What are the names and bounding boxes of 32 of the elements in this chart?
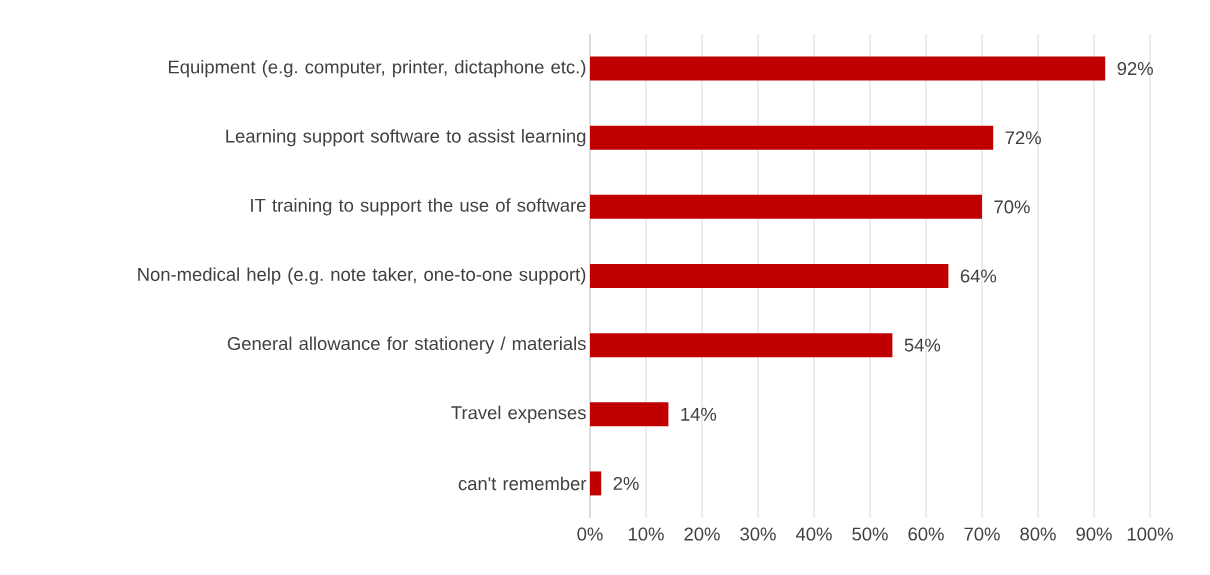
x-tick-label: 20% [684, 527, 720, 541]
y-tick-label: Equipment (e.g. computer, printer, dictaphone etc.) [168, 59, 586, 78]
x-tick-label: 30% [740, 527, 776, 541]
x-tick-label: 70% [964, 527, 1000, 541]
x-tick-label: 0% [577, 527, 603, 541]
x-tick-label: 100% [1127, 527, 1173, 541]
data-label: 2% [613, 476, 639, 490]
x-tick-label: 10% [628, 527, 664, 541]
x-tick-label: 50% [852, 527, 888, 541]
data-label: 92% [1117, 62, 1153, 76]
bar [590, 56, 1106, 81]
bar [590, 333, 893, 358]
y-tick-label: can't remember [458, 476, 587, 491]
x-tick-label: 80% [1020, 527, 1056, 541]
data-label: 70% [994, 200, 1030, 214]
bar [590, 125, 994, 150]
data-label: 64% [960, 269, 997, 283]
bar [590, 402, 669, 427]
y-tick-label: General allowance for stationery / materials [227, 336, 586, 354]
y-tick-label: IT training to support the use of software [251, 198, 586, 216]
y-tick-label: Learning support software to assist learning [226, 129, 586, 147]
bar [590, 194, 982, 219]
bar [590, 471, 602, 496]
x-tick-label: 60% [908, 527, 944, 541]
y-tick-label: Non-medical help (e.g. note taker, one-to-one support) [138, 267, 586, 285]
x-tick-label: 90% [1076, 527, 1112, 541]
data-label: 72% [1005, 131, 1041, 145]
y-tick-label: Travel expenses [451, 405, 586, 423]
x-tick-label: 40% [795, 527, 832, 541]
bar [590, 264, 949, 288]
data-label: 54% [904, 338, 941, 352]
data-label: 14% [681, 407, 717, 421]
